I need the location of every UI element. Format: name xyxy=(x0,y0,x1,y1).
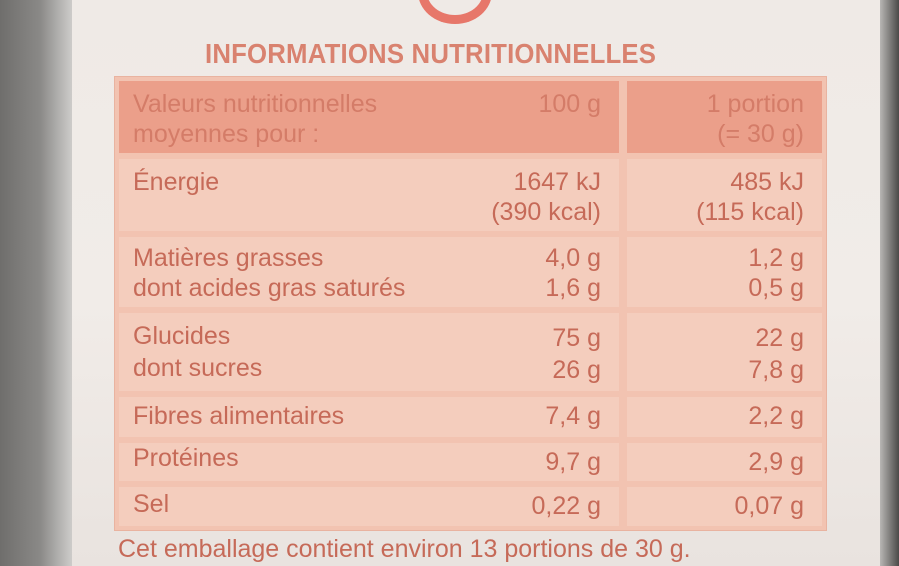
row-sublabel: dont acides gras saturés xyxy=(133,274,406,302)
portion-note: Cet emballage contient environ 13 portio… xyxy=(118,535,691,563)
row-label: Protéines xyxy=(133,444,239,472)
row-value-portion: 485 kJ xyxy=(730,168,804,196)
row-value-100g: 75 g xyxy=(552,324,601,352)
row-label: Glucides xyxy=(133,322,231,350)
header-label-line1: Valeurs nutritionnelles xyxy=(133,90,378,118)
row-value-portion: 1,2 g xyxy=(748,244,804,272)
row-carbs-portion: 22 g 7,8 g xyxy=(627,313,822,391)
row-salt-portion: 0,07 g xyxy=(627,487,822,526)
row-value-100g: 7,4 g xyxy=(545,402,601,430)
header-portion-cell: 1 portion (= 30 g) xyxy=(627,81,822,153)
row-value-portion: 0,07 g xyxy=(734,492,804,520)
row-label: Sel xyxy=(133,490,170,518)
row-value-100g: 9,7 g xyxy=(545,448,601,476)
row-value-portion: 0,5 g xyxy=(748,274,804,302)
row-label: Matières grasses xyxy=(133,244,324,272)
row-value-100g: (390 kcal) xyxy=(491,198,601,226)
header-label-cell: Valeurs nutritionnelles moyennes pour : … xyxy=(119,81,619,153)
row-energy-portion: 485 kJ (115 kcal) xyxy=(627,159,822,231)
nutrition-table: Valeurs nutritionnelles moyennes pour : … xyxy=(114,76,827,531)
row-salt: Sel 0,22 g xyxy=(119,487,619,526)
row-label: Fibres alimentaires xyxy=(133,402,345,430)
row-fats-portion: 1,2 g 0,5 g xyxy=(627,237,822,307)
row-energy: Énergie 1647 kJ (390 kcal) xyxy=(119,159,619,231)
row-fibers: Fibres alimentaires 7,4 g xyxy=(119,397,619,437)
row-fibers-portion: 2,2 g xyxy=(627,397,822,437)
row-carbs: Glucides dont sucres 75 g 26 g xyxy=(119,313,619,391)
header-col-100g: 100 g xyxy=(538,90,601,118)
row-proteins-portion: 2,9 g xyxy=(627,443,822,481)
nutrition-title: INFORMATIONS NUTRITIONNELLES xyxy=(205,38,657,69)
row-sublabel: dont sucres xyxy=(133,354,263,382)
row-fats: Matières grasses dont acides gras saturé… xyxy=(119,237,619,307)
header-col-portion-line1: 1 portion xyxy=(706,90,804,118)
row-value-100g: 1647 kJ xyxy=(513,168,601,196)
row-value-100g: 26 g xyxy=(552,356,601,384)
row-value-portion: 2,2 g xyxy=(748,402,804,430)
row-value-portion: 7,8 g xyxy=(748,356,804,384)
row-value-100g: 1,6 g xyxy=(545,274,601,302)
row-value-portion: 2,9 g xyxy=(748,448,804,476)
row-value-portion: (115 kcal) xyxy=(696,198,804,226)
header-label-line2: moyennes pour : xyxy=(133,120,320,148)
header-col-portion-line2: (= 30 g) xyxy=(717,120,804,148)
row-value-portion: 22 g xyxy=(755,324,804,352)
row-proteins: Protéines 9,7 g xyxy=(119,443,619,481)
row-label: Énergie xyxy=(133,168,220,196)
row-value-100g: 0,22 g xyxy=(531,492,601,520)
row-value-100g: 4,0 g xyxy=(545,244,601,272)
